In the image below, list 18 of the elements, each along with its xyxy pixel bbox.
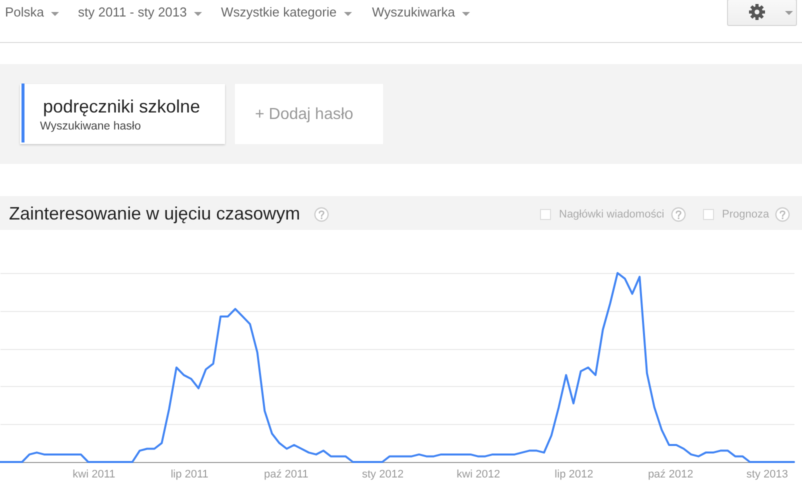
- x-tick-label: paź 2012: [648, 468, 694, 480]
- text: sty 2011 - sty 2013: [78, 4, 187, 20]
- x-tick-label: sty 2013: [746, 468, 788, 480]
- x-tick-label: lip 2012: [554, 468, 594, 480]
- chart-title: Zainteresowanie w ujęciu czasowym: [9, 204, 300, 224]
- text: podręczniki szkolne: [43, 96, 200, 116]
- text: Prognoza: [722, 208, 770, 221]
- text: Nagłówki wiadomości: [559, 208, 664, 221]
- text: Wszystkie kategorie: [221, 4, 337, 20]
- x-tick-label: kwi 2012: [456, 468, 500, 480]
- x-tick-label: kwi 2011: [72, 468, 116, 480]
- text: + Dodaj hasło: [255, 105, 354, 124]
- x-tick-label: lip 2011: [170, 468, 208, 480]
- x-tick-label: sty 2012: [362, 468, 404, 480]
- text: Wyszukiwarka: [372, 4, 455, 20]
- text: Polska: [5, 4, 44, 20]
- x-tick-label: paź 2011: [264, 468, 308, 480]
- text: Wyszukiwane hasło: [40, 120, 141, 134]
